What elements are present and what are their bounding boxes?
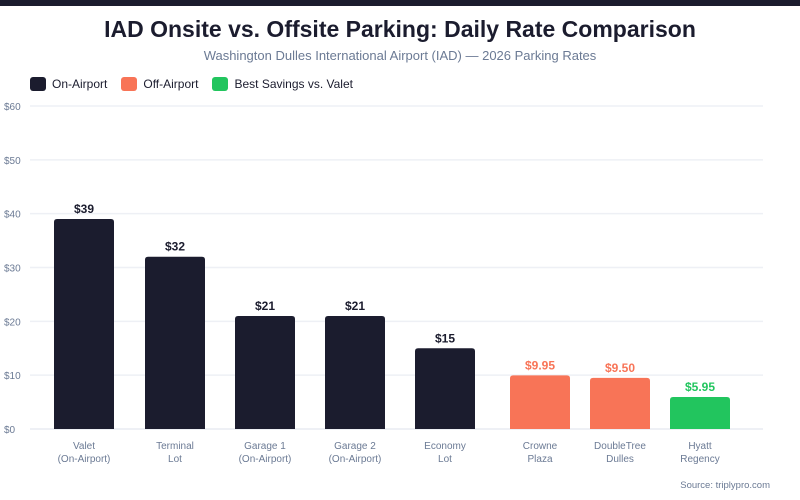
bar-terminal [145,256,205,429]
legend-swatch [212,77,229,91]
y-tick-label: $20 [4,317,21,328]
chart-title: IAD Onsite vs. Offsite Parking: Daily Ra… [104,16,696,42]
x-tick-label: Crowne [523,441,558,452]
data-label: $21 [345,299,365,313]
y-tick-label: $60 [4,102,21,113]
x-tick-label: Plaza [527,454,552,465]
legend-label: On-Airport [52,77,108,91]
legend-item-best-savings: Best Savings vs. Valet [212,77,353,91]
legend-item-off-airport: Off-Airport [121,77,198,91]
x-tick-label: Garage 1 [244,441,286,452]
x-tick-label: DoubleTree [594,441,646,452]
x-tick-label: Regency [680,454,719,465]
x-tick-label: (On-Airport) [239,454,292,465]
x-tick-label: Economy [424,441,466,452]
y-tick-label: $10 [4,371,21,382]
bar-economy [415,348,475,429]
x-tick-label: (On-Airport) [329,454,382,465]
bar-garage-2 [325,315,385,429]
source-note: Source: triplypro.com [680,480,770,491]
bar-crowne [510,375,570,429]
bar-garage-1 [235,315,295,429]
data-label: $9.50 [605,361,635,375]
bar-valet [54,219,114,429]
legend-label: Best Savings vs. Valet [234,77,353,91]
x-tick-label: Terminal [156,441,194,452]
chart-subtitle: Washington Dulles International Airport … [203,48,597,63]
y-tick-label: $30 [4,264,21,275]
x-tick-label: Hyatt [688,441,712,452]
data-label: $5.95 [685,380,715,394]
x-tick-label: Garage 2 [334,441,376,452]
x-tick-label: Lot [438,454,452,465]
legend: On-Airport Off-Airport Best Savings vs. … [30,77,353,91]
data-label: $39 [74,202,94,216]
data-label: $32 [165,240,185,254]
x-tick-label: (On-Airport) [58,454,111,465]
legend-label: Off-Airport [143,77,199,91]
data-label: $21 [255,299,275,313]
data-label: $9.95 [525,358,555,372]
legend-swatch [30,77,46,91]
top-accent-bar [0,0,800,6]
y-tick-label: $40 [4,210,21,221]
bar-hyatt [670,396,730,429]
x-tick-label: Lot [168,454,182,465]
x-tick-label: Dulles [606,454,634,465]
data-label: $15 [435,331,455,345]
legend-item-on-airport: On-Airport [30,77,107,91]
bar-doubletree [590,377,650,429]
legend-swatch [121,77,138,91]
y-tick-label: $0 [4,425,16,436]
y-tick-label: $50 [4,156,21,167]
x-tick-label: Valet [73,441,95,452]
